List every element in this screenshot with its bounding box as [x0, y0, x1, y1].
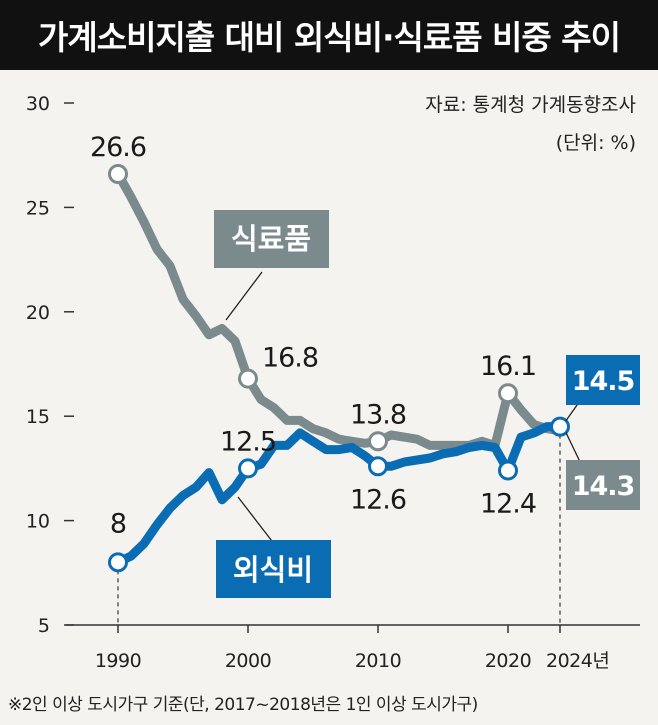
y-tick-label: 25	[26, 197, 50, 219]
marker-dining-2000	[238, 458, 258, 479]
series-line-dining	[113, 422, 565, 567]
marker-dining-1990	[108, 552, 128, 573]
y-tick-label: 20	[26, 302, 50, 324]
y-tick-label: 10	[26, 511, 50, 533]
value-label-food-2010: 13.8	[350, 399, 406, 430]
x-tick-label: 2020	[485, 650, 531, 672]
marker-dining-2010	[368, 456, 388, 477]
series-name-box-dining	[216, 540, 331, 598]
chart-title: 가계소비지출 대비 외식비·식료품 비중 추이	[38, 18, 621, 57]
value-label-dining-2020: 12.4	[480, 488, 536, 519]
callout-value-dining: 14.5	[572, 366, 635, 397]
callout-box-dining	[566, 355, 640, 405]
x-tick-label: 2010	[355, 650, 401, 672]
callout-box-food	[566, 460, 640, 510]
unit-note: (단위: %)	[555, 132, 636, 154]
y-tick-label: 5	[38, 615, 50, 637]
source-note: 자료: 통계청 가계동향조사	[425, 94, 636, 116]
series-name-box-food	[214, 210, 329, 268]
y-tick-label: 15	[26, 406, 50, 428]
value-label-food-1990: 26.6	[90, 132, 146, 163]
value-label-dining-2010: 12.6	[350, 484, 406, 515]
x-tick-label: 2000	[225, 650, 271, 672]
y-tick-label: 30	[26, 93, 50, 115]
line-chart: 30 25 20 15 10 5 1990 2000 2010 2020 2024년 26.6 16.8…	[26, 93, 640, 672]
marker-food-2000	[238, 368, 258, 389]
dining-label-leader	[237, 496, 276, 546]
x-tick-label: 1990	[95, 650, 141, 672]
x-tick-label: 2024년	[546, 650, 609, 672]
series-name-food: 식료품	[231, 222, 311, 256]
marker-dining-2024	[550, 416, 570, 437]
title-bar: 가계소비지출 대비 외식비·식료품 비중 추이	[0, 0, 658, 70]
marker-food-2020	[498, 383, 518, 404]
value-label-dining-2000: 12.5	[220, 426, 276, 457]
series-line-food	[113, 169, 565, 450]
value-label-dining-1990: 8	[110, 508, 126, 539]
footnote: ※2인 이상 도시가구 기준(단, 2017~2018년은 1인 이상 도시가구…	[8, 695, 478, 715]
callout-value-food: 14.3	[572, 471, 635, 502]
marker-food-1990	[108, 163, 128, 184]
series-name-dining: 외식비	[233, 553, 313, 587]
marker-food-2010	[368, 431, 388, 452]
value-label-food-2020: 16.1	[480, 351, 536, 382]
food-label-leader	[225, 271, 263, 321]
value-label-food-2000: 16.8	[262, 343, 318, 374]
marker-dining-2020	[498, 460, 518, 481]
